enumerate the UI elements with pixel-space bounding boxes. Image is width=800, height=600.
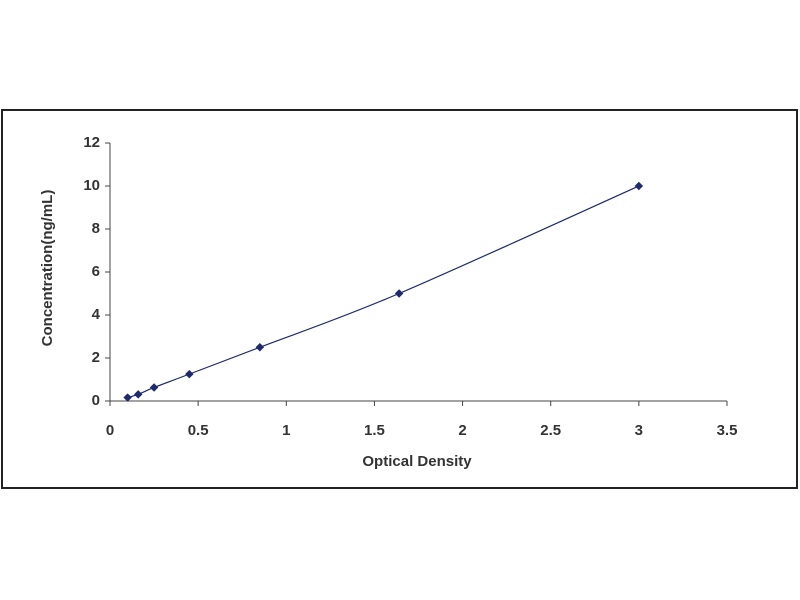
x-tick-label: 3.5	[717, 422, 738, 439]
y-tick-label: 6	[92, 263, 100, 280]
y-tick-label: 10	[83, 177, 100, 194]
y-tick-label: 8	[92, 220, 100, 237]
data-point	[185, 369, 194, 379]
x-axis-label: Optical Density	[362, 453, 472, 470]
x-tick-label: 2.5	[540, 422, 561, 439]
x-tick-label: 0.5	[188, 422, 209, 439]
x-tick-label: 2	[458, 422, 466, 439]
y-tick-label: 2	[92, 349, 100, 366]
x-tick-label: 3	[635, 422, 643, 439]
y-tick-label: 12	[83, 134, 100, 151]
y-tick-label: 4	[92, 306, 101, 323]
x-tick-label: 1	[282, 422, 290, 439]
data-point	[123, 393, 132, 402]
chart-frame	[1, 109, 798, 489]
data-point	[133, 390, 143, 399]
y-tick-label: 0	[92, 392, 100, 409]
x-tick-label: 1.5	[364, 422, 385, 439]
y-axis-label: Concentration(ng/mL)	[39, 190, 56, 347]
data-point	[394, 289, 404, 298]
x-tick-label: 0	[106, 422, 114, 439]
data-point	[255, 343, 265, 352]
data-point	[149, 383, 159, 392]
